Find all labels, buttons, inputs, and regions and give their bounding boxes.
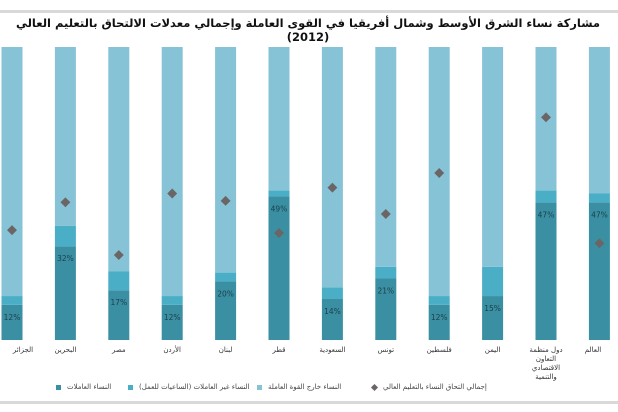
data-label: 47% — [538, 210, 555, 219]
bar-segment-unemployed — [482, 266, 504, 297]
bar-segment-unemployed — [535, 190, 557, 203]
bar-segment-unemployed — [108, 271, 130, 291]
x-tick-label: الأردن — [163, 346, 181, 354]
data-label: 49% — [271, 204, 288, 213]
bar-segment-outside — [108, 47, 130, 272]
bar-segment-outside — [588, 47, 610, 194]
bar-segment-employed — [54, 246, 76, 340]
bar-segment-employed — [321, 298, 343, 340]
legend-diamond-icon — [370, 383, 379, 391]
legend-swatch-outside — [257, 384, 262, 390]
bar-segment-unemployed — [54, 225, 76, 247]
bar-segment-outside — [54, 47, 76, 226]
x-tick-label: لبنان — [218, 346, 233, 354]
bar-segment-employed — [161, 304, 183, 340]
enrollment-marker — [541, 112, 551, 123]
chart-title: مشاركة نساء الشرق الأوسط وشمال أفريقيا ف… — [15, 16, 601, 44]
bar-segment-unemployed — [215, 272, 237, 282]
bar-segment-employed — [428, 304, 450, 340]
legend-item-unemployed: النساء غير العاملات (الساعيات للعمل) — [128, 383, 250, 391]
data-label: 12% — [4, 313, 21, 322]
bar-segment-employed — [375, 278, 397, 340]
x-tick-label: فلسطين — [426, 346, 452, 354]
bar-segment-employed — [108, 290, 130, 340]
bar-segment-outside — [321, 47, 343, 288]
x-tick-label: السعودية — [319, 346, 346, 354]
data-label: 47% — [591, 210, 608, 219]
x-tick-label: اليمن — [484, 346, 501, 354]
bar-segment-outside — [375, 47, 397, 267]
bar-segment-outside — [215, 47, 237, 273]
data-label: 17% — [110, 298, 127, 307]
legend-label: النساء العاملات — [67, 383, 112, 391]
bar-segment-employed — [482, 296, 504, 340]
bar-segment-unemployed — [321, 287, 343, 299]
data-label: 15% — [484, 304, 501, 313]
bar-segment-employed — [268, 196, 290, 340]
legend-label: إجمالي التحاق النساء بالتعليم العالي — [383, 383, 487, 391]
enrollment-marker — [220, 195, 231, 206]
bar-segment-employed — [535, 202, 557, 340]
bar-segment-unemployed — [268, 190, 290, 197]
bar-segment-outside — [161, 47, 183, 297]
enrollment-marker — [380, 209, 391, 219]
enrollment-marker — [327, 182, 338, 193]
bar-segment-outside — [482, 47, 504, 267]
x-tick-label: تونس — [377, 346, 395, 354]
bar-segment-unemployed — [588, 193, 610, 203]
legend-label: النساء غير العاملات (الساعيات للعمل) — [139, 383, 250, 391]
data-label: 20% — [217, 289, 234, 298]
bar-segment-unemployed — [375, 266, 397, 279]
data-label: 12% — [431, 313, 448, 322]
legend-swatch-employed — [56, 384, 61, 390]
bar-segment-unemployed — [161, 296, 183, 305]
enrollment-marker — [60, 197, 71, 208]
x-tick-label: قطر — [272, 346, 286, 354]
data-label: 12% — [164, 313, 181, 322]
x-tick-label: الجزائر — [12, 346, 34, 354]
x-tick-label: دول منظمة التعاون الاقتصادي والتنمية — [529, 346, 563, 381]
x-tick-label: البحرين — [54, 346, 77, 354]
x-tick-label: مصر — [111, 346, 126, 354]
bar-segment-employed — [1, 304, 23, 340]
enrollment-marker — [594, 238, 605, 249]
bar-segment-outside — [1, 47, 23, 297]
enrollment-marker — [434, 168, 445, 178]
x-tick-label: العالم — [584, 346, 602, 354]
enrollment-marker — [167, 188, 178, 199]
bar-segment-employed — [215, 281, 237, 340]
bar-segment-outside — [268, 47, 290, 191]
legend-item-outside-labor-force: النساء خارج القوة العاملة — [257, 383, 341, 391]
legend-label: النساء خارج القوة العاملة — [268, 383, 342, 391]
bar-segment-employed — [588, 202, 610, 340]
top-rule — [0, 10, 618, 13]
data-label: 21% — [377, 286, 394, 295]
enrollment-marker — [7, 225, 17, 236]
legend-item-enrollment: إجمالي التحاق النساء بالتعليم العالي — [370, 383, 487, 391]
enrollment-marker — [274, 228, 284, 239]
legend-swatch-unemployed — [128, 384, 133, 390]
bar-segment-unemployed — [428, 296, 450, 305]
legend-item-employed: النساء العاملات — [56, 383, 111, 391]
bottom-rule — [0, 401, 618, 404]
bar-segment-unemployed — [1, 296, 23, 305]
data-label: 32% — [57, 254, 74, 263]
data-label: 14% — [324, 307, 341, 316]
